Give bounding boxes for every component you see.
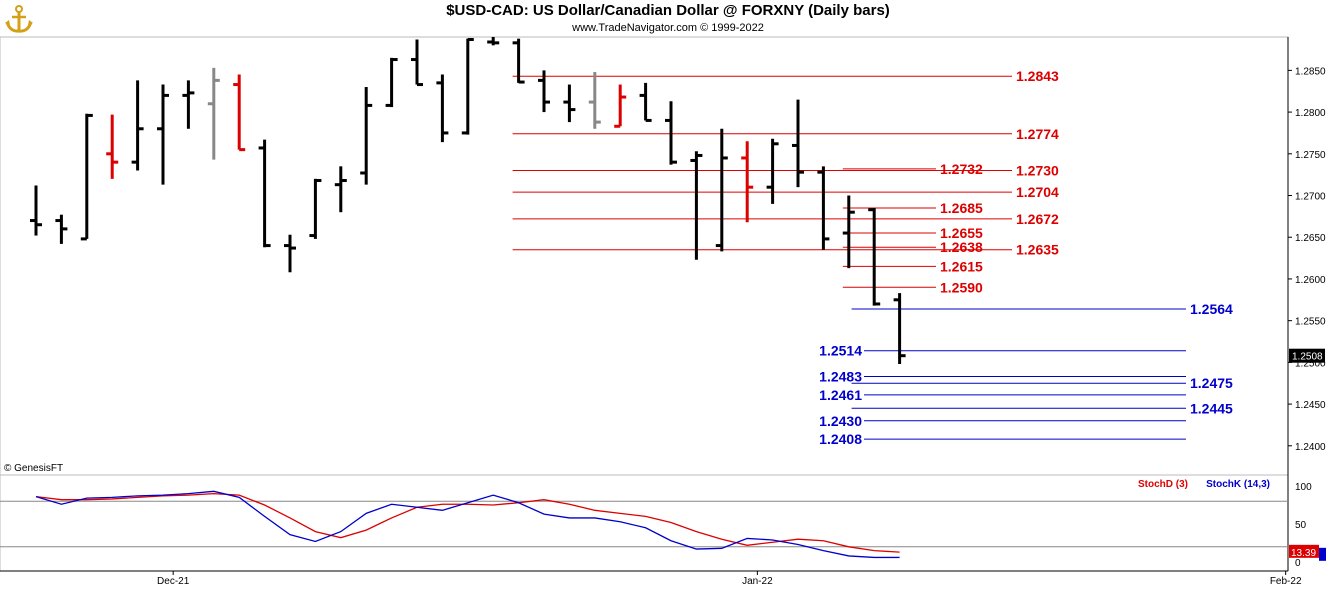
last-price-label: 1.2508: [1292, 352, 1323, 363]
stoch-last-box: [1289, 544, 1319, 558]
price-tick-label: 1.2750: [1295, 150, 1326, 161]
price-bar: [207, 67, 220, 160]
price-bar: [563, 84, 576, 123]
price-bar: [157, 84, 169, 185]
resistance-label: 1.2730: [1016, 162, 1059, 178]
stoch-k-legend: StochK (14,3): [1206, 479, 1270, 490]
price-bar: [258, 139, 271, 248]
price-tick-label: 1.2700: [1295, 192, 1326, 203]
stoch-k-marker: [1319, 547, 1326, 561]
price-bar: [893, 293, 906, 365]
support-label: 1.2564: [1190, 301, 1233, 317]
price-bar: [436, 74, 449, 143]
stoch-tick-label: 0: [1295, 558, 1301, 569]
stoch-line: [35, 492, 900, 553]
price-bar: [182, 80, 195, 129]
price-bar: [538, 70, 550, 113]
price-bar: [131, 80, 144, 171]
price-bar: [334, 166, 347, 213]
price-bar: [817, 166, 830, 250]
price-bar: [360, 87, 373, 185]
price-bar: [30, 185, 42, 236]
resistance-label: 1.2655: [940, 225, 983, 241]
price-tick-label: 1.2500: [1295, 358, 1326, 369]
price-bar: [766, 138, 779, 204]
price-tick-label: 1.2600: [1295, 275, 1326, 286]
anchor-logo-icon: [5, 5, 33, 33]
support-label: 1.2483: [819, 369, 862, 385]
price-bar: [639, 82, 652, 122]
price-bar: [284, 234, 296, 273]
price-bar: [385, 57, 398, 108]
price-tick-label: 1.2550: [1295, 317, 1326, 328]
price-bar: [461, 38, 474, 135]
stoch-panel: [0, 474, 1289, 572]
resistance-label: 1.2732: [940, 161, 983, 177]
price-bar: [487, 37, 500, 46]
support-label: 1.2430: [819, 413, 862, 429]
stoch-last-label: 13.39: [1291, 548, 1316, 559]
price-tick-label: 1.2800: [1295, 108, 1326, 119]
resistance-label: 1.2843: [1016, 68, 1059, 84]
price-panel: [0, 36, 1289, 476]
date-tick-label: Feb-22: [1270, 576, 1302, 587]
price-bar: [665, 101, 677, 165]
last-price-box: [1289, 348, 1325, 363]
price-bar: [55, 214, 68, 244]
price-bar: [588, 72, 601, 129]
stoch-line: [35, 490, 900, 559]
chart-subtitle: www.TradeNavigator.com © 1999-2022: [572, 22, 764, 34]
stoch-d-legend: StochD (3): [1138, 479, 1188, 490]
resistance-label: 1.2672: [1016, 211, 1059, 227]
date-tick-label: Dec-21: [157, 576, 190, 587]
price-bar: [106, 114, 119, 179]
resistance-label: 1.2638: [940, 239, 983, 255]
stoch-tick-label: 100: [1295, 482, 1312, 493]
price-bar: [792, 99, 804, 188]
resistance-label: 1.2685: [940, 200, 983, 216]
resistance-label: 1.2590: [940, 279, 983, 295]
price-bar: [309, 178, 322, 239]
support-label: 1.2461: [819, 387, 862, 403]
resistance-label: 1.2704: [1016, 184, 1059, 200]
price-bar: [690, 151, 703, 260]
price-bar: [411, 39, 423, 87]
price-bar: [868, 208, 881, 306]
resistance-label: 1.2615: [940, 258, 983, 274]
chart-title: $USD-CAD: US Dollar/Canadian Dollar @ FO…: [446, 2, 890, 19]
support-label: 1.2445: [1190, 400, 1233, 416]
resistance-label: 1.2774: [1016, 126, 1059, 142]
support-label: 1.2514: [819, 343, 862, 359]
support-label: 1.2408: [819, 431, 862, 447]
support-label: 1.2475: [1190, 375, 1233, 391]
price-tick-label: 1.2450: [1295, 400, 1326, 411]
price-bar: [741, 141, 754, 223]
price-bar: [614, 84, 627, 128]
genesis-credit: © GenesisFT: [4, 463, 63, 474]
price-bar: [512, 38, 525, 84]
price-bar: [842, 195, 855, 269]
date-tick-label: Jan-22: [742, 576, 773, 587]
stoch-tick-label: 50: [1295, 520, 1307, 531]
price-tick-label: 1.2650: [1295, 233, 1326, 244]
price-bar: [715, 128, 728, 252]
resistance-label: 1.2635: [1016, 242, 1059, 258]
price-bar: [80, 113, 93, 241]
price-tick-label: 1.2400: [1295, 442, 1326, 453]
price-bar: [233, 74, 246, 152]
price-tick-label: 1.2850: [1295, 66, 1326, 77]
